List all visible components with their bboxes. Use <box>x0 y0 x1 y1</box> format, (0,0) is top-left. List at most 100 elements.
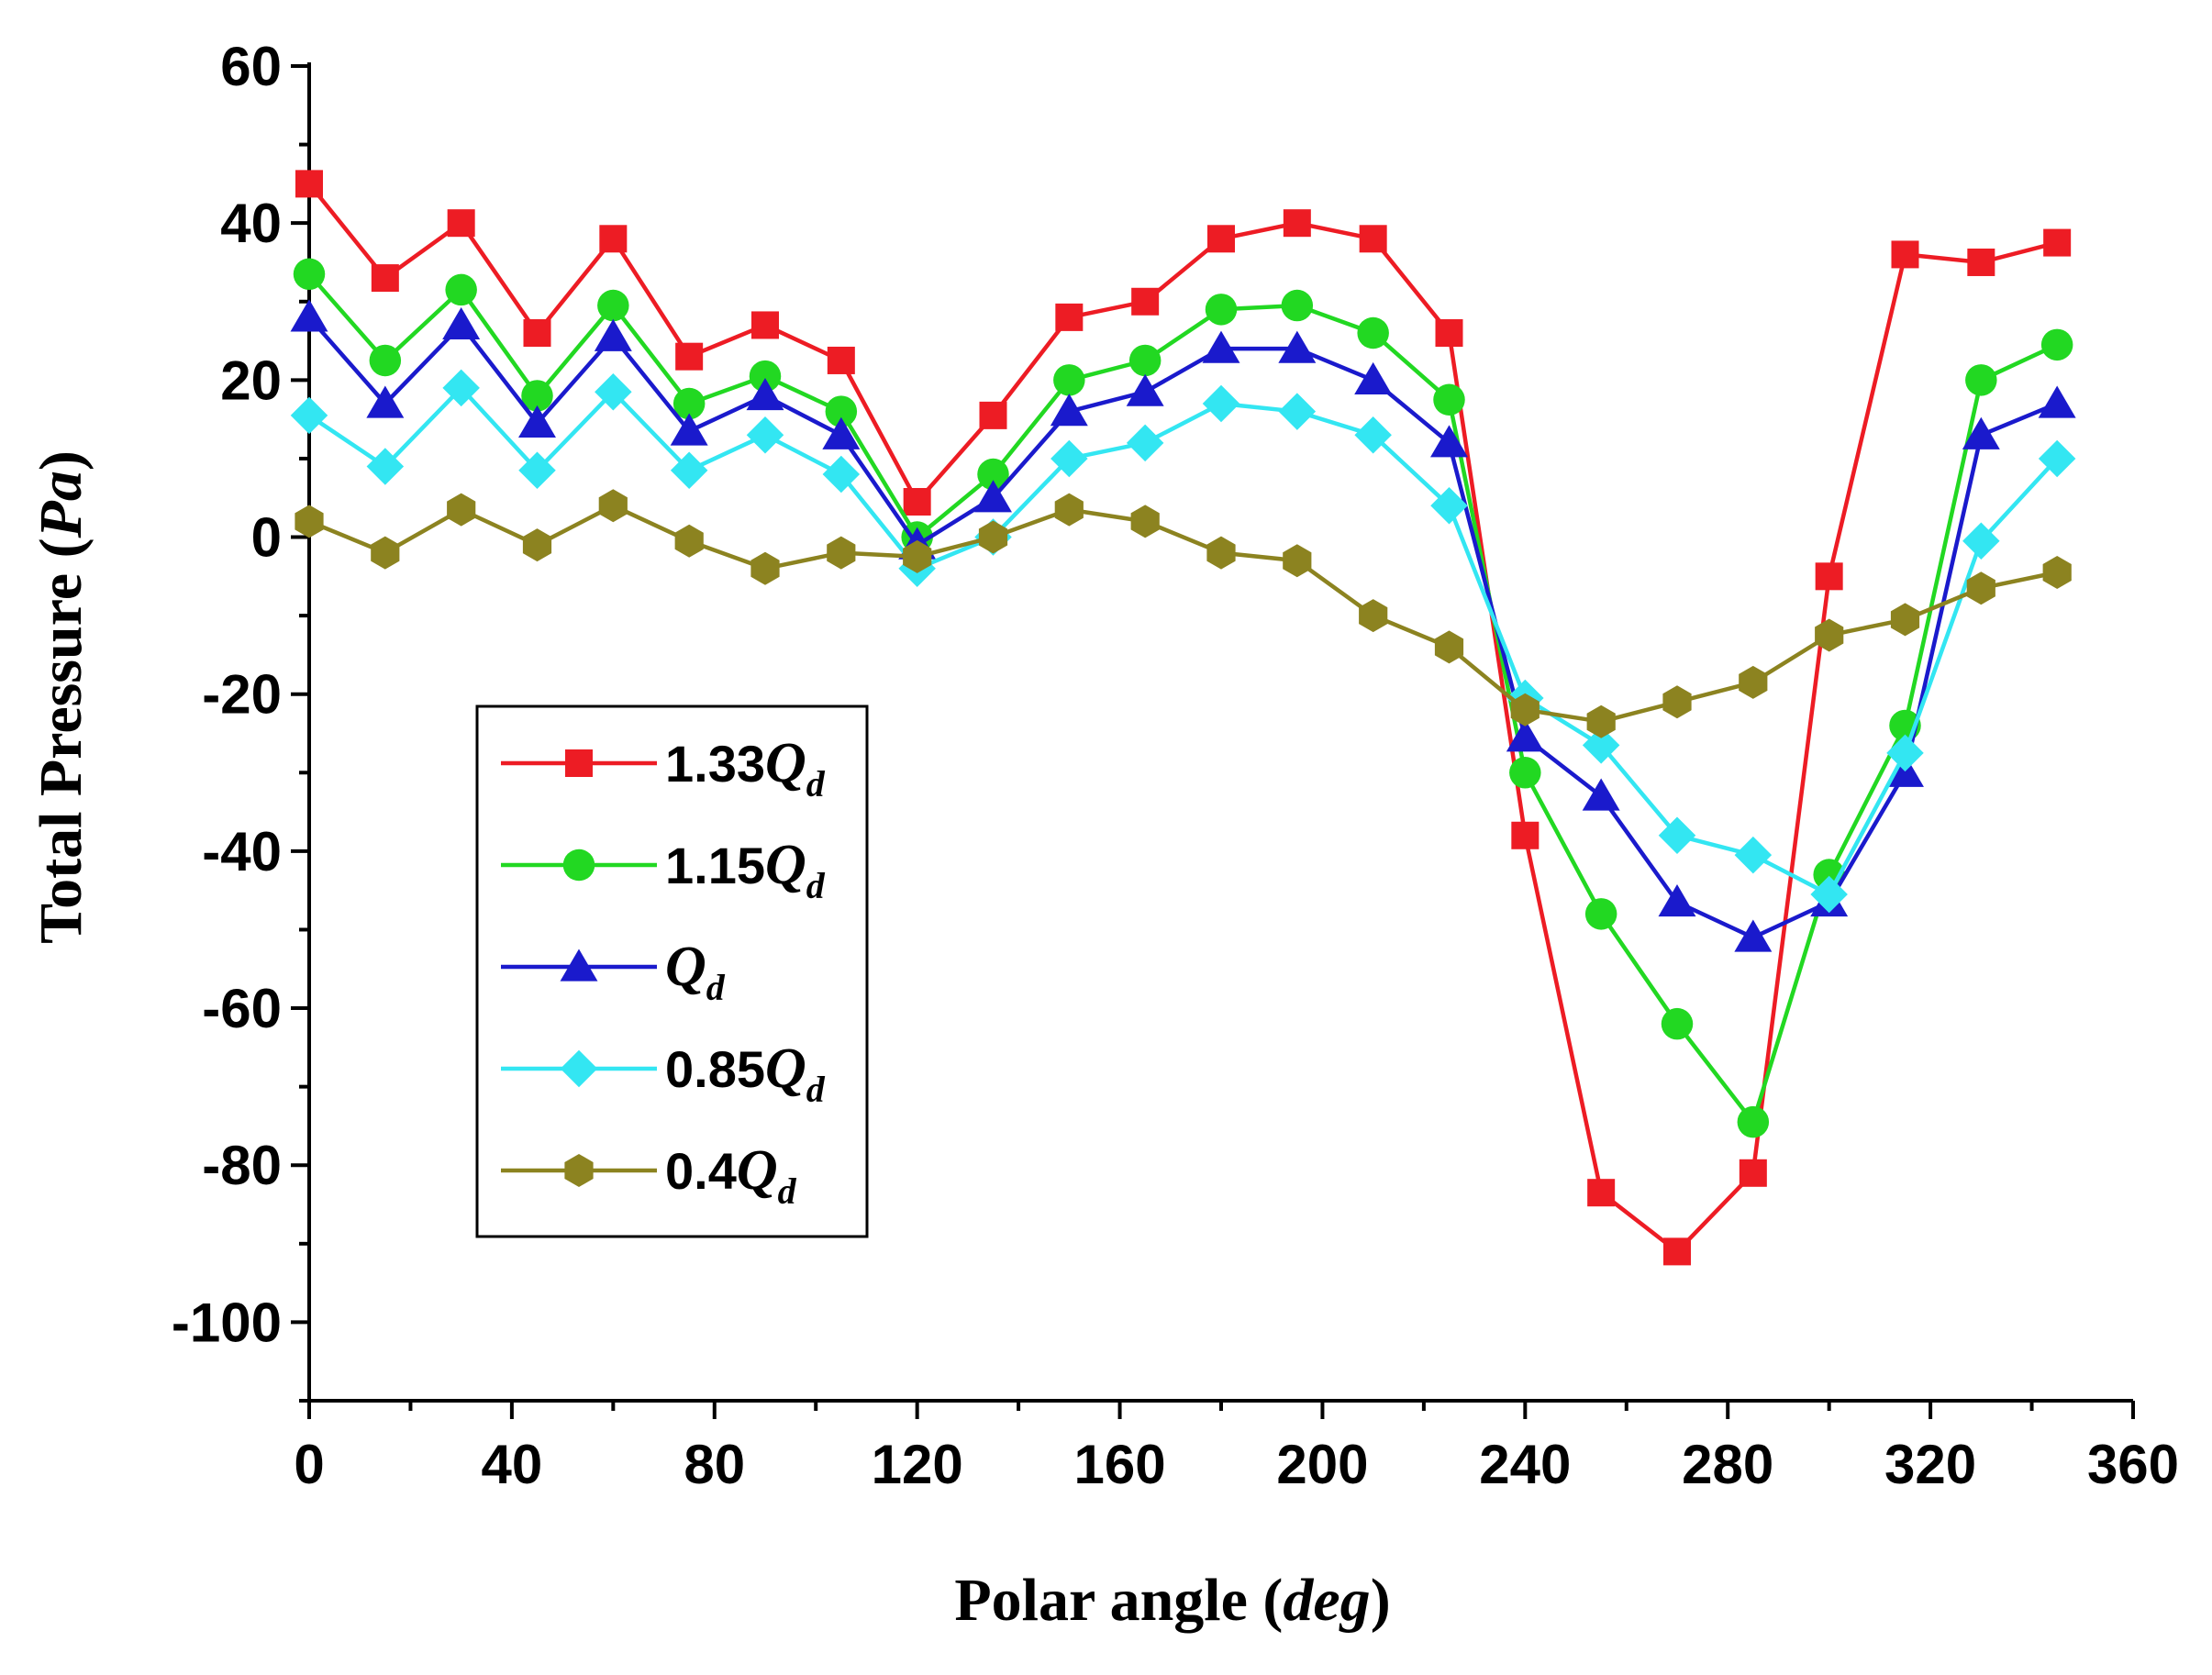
data-point <box>1734 919 1773 952</box>
data-point <box>822 455 861 494</box>
data-point <box>1962 522 2000 560</box>
data-point <box>979 401 1007 429</box>
data-point <box>445 273 477 306</box>
data-point <box>2038 439 2076 478</box>
series-line-0.85Qd <box>307 385 2059 897</box>
x-tick-label: 80 <box>684 1434 745 1495</box>
data-point <box>1050 439 1088 478</box>
series-line-1.15Qd <box>307 272 2059 1125</box>
data-point <box>1886 734 1924 772</box>
legend-label: 0.85Qd <box>665 1037 826 1110</box>
x-tick-label: 360 <box>2087 1434 2179 1495</box>
data-point <box>1283 209 1311 238</box>
data-point <box>295 505 324 538</box>
legend-item: 1.33Qd <box>501 732 826 804</box>
series-1.15Qd <box>293 258 2073 1138</box>
data-point <box>369 344 402 377</box>
data-point <box>1130 505 1160 538</box>
data-point <box>1126 373 1164 406</box>
data-point <box>1890 603 1920 637</box>
data-point <box>1430 487 1468 525</box>
x-axis-title: Polar angle (deg) <box>954 1567 1390 1634</box>
data-point <box>978 520 1008 554</box>
legend-label-subscript: d <box>778 1170 797 1212</box>
legend-box <box>475 704 869 1238</box>
y-axis-title-prefix: Total Pressure ( <box>28 538 94 943</box>
legend-label: 1.15Qd <box>665 834 826 906</box>
data-point <box>750 551 780 585</box>
legend-marker <box>560 1049 598 1088</box>
data-point <box>1661 1007 1694 1040</box>
data-point <box>1737 1105 1770 1138</box>
legend-label-symbol: Q <box>765 732 806 794</box>
data-point <box>1815 562 1843 591</box>
data-point <box>1739 665 1768 699</box>
y-tick-label: 20 <box>220 349 282 411</box>
data-point <box>366 448 405 485</box>
series-layer <box>290 170 2076 1266</box>
legend-label-number: 0.85 <box>665 1040 765 1098</box>
y-axis-title-unit: Pa <box>28 471 94 538</box>
data-point <box>447 493 476 527</box>
data-point <box>974 480 1012 513</box>
data-point <box>1511 821 1540 849</box>
legend-label: 0.4Qd <box>665 1139 797 1212</box>
legend-label-symbol: Q <box>765 1037 806 1100</box>
data-point <box>1202 384 1240 423</box>
y-tick-label: 40 <box>220 193 282 254</box>
x-axis-title-prefix: Polar angle ( <box>954 1567 1283 1634</box>
data-point <box>1359 599 1388 633</box>
data-point <box>1433 383 1465 416</box>
x-tick-label: 120 <box>872 1434 963 1495</box>
data-point <box>293 258 326 291</box>
data-point <box>1509 757 1541 789</box>
data-point <box>1202 330 1240 363</box>
data-point <box>447 209 475 238</box>
legend-label-number: 1.33 <box>665 735 765 793</box>
data-point <box>1587 1179 1616 1207</box>
data-point <box>674 524 704 558</box>
data-point <box>1506 719 1544 752</box>
legend-label-number: 1.15 <box>665 837 765 894</box>
data-point <box>290 299 328 332</box>
data-point <box>822 416 861 449</box>
data-point <box>1739 1159 1767 1187</box>
data-point <box>1810 875 1848 914</box>
data-point <box>1205 294 1238 326</box>
data-point <box>1126 424 1164 462</box>
data-point <box>442 369 480 407</box>
data-point <box>672 387 706 420</box>
x-tick-label: 40 <box>482 1434 543 1495</box>
legend-label-subscript: d <box>806 1069 826 1110</box>
data-point <box>1354 361 1393 394</box>
legend-item: 0.85Qd <box>501 1037 826 1110</box>
data-point <box>670 451 708 490</box>
series-0.4Qd <box>295 489 2072 738</box>
data-point <box>827 536 856 570</box>
y-tick-label: -20 <box>202 664 282 726</box>
legend-marker <box>562 849 595 882</box>
data-point <box>1050 394 1088 427</box>
data-point <box>371 264 399 293</box>
legend-label-subscript: d <box>806 763 826 804</box>
axes: 0 40 80 120 160 200 240 280 320 3606040200-20-40-… <box>172 36 2179 1495</box>
data-point <box>518 405 556 438</box>
data-point <box>521 380 553 412</box>
legend-label-symbol: Q <box>765 834 806 896</box>
data-point <box>1662 685 1692 719</box>
data-point <box>1967 248 1995 276</box>
data-point <box>1582 778 1620 811</box>
y-tick-label: -60 <box>202 978 282 1039</box>
x-tick-label: 320 <box>1884 1434 1976 1495</box>
data-point <box>2042 556 2072 589</box>
legend-label: 1.33Qd <box>665 732 826 804</box>
data-point <box>597 289 629 322</box>
y-axis-title: Total Pressure (Pa) <box>28 450 94 944</box>
series-0.85Qd <box>290 369 2076 914</box>
data-point <box>903 539 932 573</box>
data-point <box>1962 416 2000 449</box>
x-axis-title-unit: deg <box>1283 1567 1370 1634</box>
series-line-Qd <box>307 316 2059 940</box>
